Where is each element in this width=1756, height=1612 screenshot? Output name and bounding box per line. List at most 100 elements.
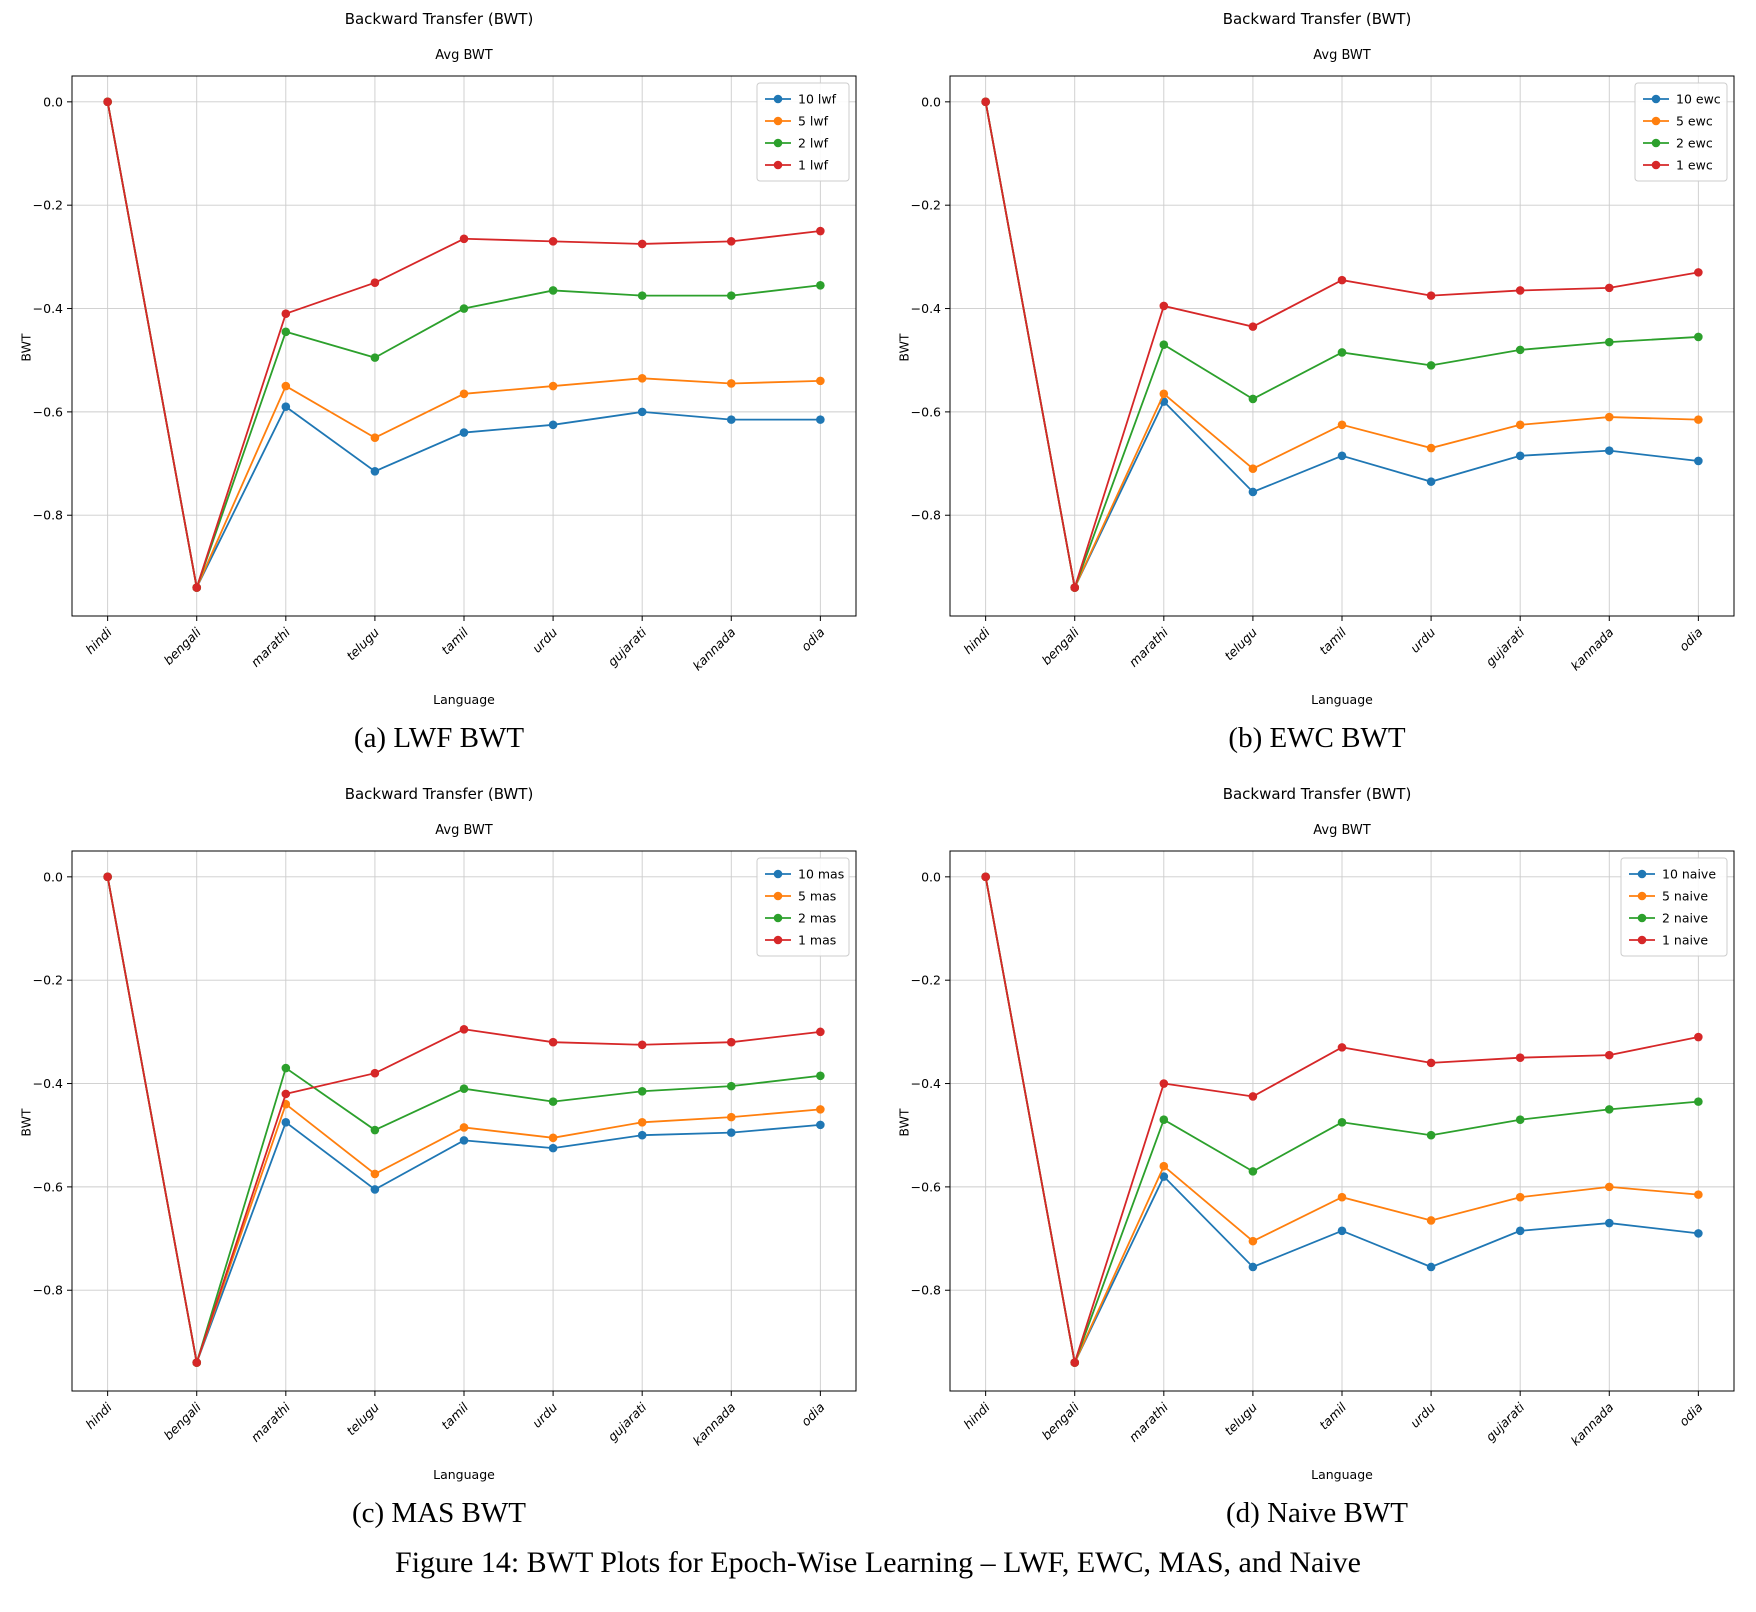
data-point: [1248, 1092, 1258, 1101]
data-point: [1515, 1226, 1525, 1236]
data-point: [1604, 337, 1614, 347]
data-point: [1426, 1058, 1436, 1068]
data-point: [370, 353, 380, 362]
series-5-mas: [103, 872, 825, 1367]
chart-cell-naive: 0.0 −0.2 −0.4 −0.6 −0.8 hindi bengali marathi te…: [878, 775, 1756, 1530]
y-tick-label: −0.6: [911, 404, 941, 419]
data-point: [1070, 1358, 1080, 1367]
legend-label: 5 naive: [1662, 889, 1708, 904]
y-tick-label: −0.8: [33, 1283, 63, 1298]
series-10-mas: [103, 872, 825, 1367]
x-tick-label: odia: [1676, 1400, 1705, 1429]
chart-cell-mas: 0.0 −0.2 −0.4 −0.6 −0.8 hindi bengali marathi te…: [0, 775, 878, 1530]
x-tick-label: odia: [798, 625, 827, 654]
subfigure-caption-b: (b) EWC BWT: [1228, 722, 1406, 754]
y-tick-label: 0.0: [921, 869, 941, 884]
data-point: [281, 327, 291, 337]
legend-label: 5 ewc: [1676, 114, 1713, 129]
data-point: [816, 415, 825, 424]
data-point: [281, 1117, 291, 1127]
x-axis-label: Language: [1311, 692, 1373, 707]
data-point: [1337, 420, 1347, 430]
data-point: [816, 280, 825, 290]
chart-title: Backward Transfer (BWT): [344, 10, 534, 28]
data-point: [103, 872, 112, 882]
chart-subtitle: Avg BWT: [1313, 823, 1371, 838]
y-tick-label: −0.8: [911, 508, 941, 523]
data-point: [1515, 286, 1525, 295]
x-tick-label: odia: [798, 1400, 827, 1429]
x-tick-label: hindi: [960, 1399, 993, 1432]
data-point: [637, 239, 647, 249]
data-point: [1604, 1182, 1614, 1192]
data-point: [816, 1120, 825, 1130]
y-tick-label: 0.0: [43, 94, 63, 109]
naive-bwt-plot: 0.0 −0.2 −0.4 −0.6 −0.8 hindi bengali marathi te…: [911, 850, 1735, 1448]
subfigure-caption-d: (d) Naive BWT: [1226, 1497, 1408, 1529]
chart-title: Backward Transfer (BWT): [344, 785, 534, 803]
y-tick-label: −0.8: [33, 508, 63, 523]
legend: 10 mas 5 mas 2 mas 1 mas: [756, 857, 850, 957]
y-tick-label: −0.4: [33, 1076, 63, 1091]
y-tick-label: 0.0: [921, 94, 941, 109]
x-tick-label: kannada: [1568, 625, 1617, 674]
data-point: [1337, 348, 1347, 357]
data-point: [548, 420, 558, 430]
y-tick-label: −0.6: [33, 404, 63, 419]
legend-label: 1 ewc: [1676, 158, 1713, 173]
y-tick-label: 0.0: [43, 869, 63, 884]
data-point: [459, 389, 469, 399]
x-tick-label: urdu: [1407, 1399, 1438, 1430]
data-point: [981, 872, 990, 882]
y-tick-label: −0.2: [33, 973, 63, 988]
legend-label: 10 ewc: [1676, 92, 1721, 107]
mas-bwt-plot: 0.0 −0.2 −0.4 −0.6 −0.8 hindi bengali marathi te…: [33, 850, 857, 1448]
chart-subtitle: Avg BWT: [435, 823, 493, 838]
x-tick-label: tamil: [1316, 1399, 1349, 1432]
x-tick-label: hindi: [82, 624, 115, 657]
grid: [72, 76, 856, 616]
data-point: [1248, 1167, 1258, 1176]
data-point: [1159, 1161, 1169, 1171]
series-1-mas: [103, 872, 825, 1367]
x-tick-label: telugu: [1221, 624, 1260, 663]
x-tick-label: tamil: [1316, 624, 1349, 657]
legend-label: 10 naive: [1662, 867, 1716, 882]
legend-label: 2 lwf: [798, 136, 829, 151]
data-point: [1248, 1262, 1258, 1272]
data-point: [1604, 1050, 1614, 1060]
data-point: [1159, 1115, 1169, 1125]
legend: 10 ewc 5 ewc 2 ewc 1 ewc: [1634, 82, 1728, 182]
data-point: [1337, 275, 1347, 285]
legend-label: 2 mas: [798, 911, 836, 926]
data-point: [637, 291, 647, 300]
data-point: [1515, 1053, 1525, 1062]
data-point: [281, 1089, 291, 1099]
data-point: [1248, 464, 1258, 474]
x-tick-label: marathi: [1126, 1399, 1172, 1445]
data-point: [192, 1358, 202, 1367]
data-point: [1248, 1236, 1258, 1246]
data-point: [370, 278, 380, 287]
data-point: [816, 1105, 825, 1114]
x-tick-label: tamil: [438, 624, 471, 657]
plot-border: [949, 850, 1735, 1392]
chart-cell-lwf: 0.0 −0.2 −0.4 −0.6 −0.8 hindi bengali marathi te…: [0, 0, 878, 755]
data-point: [1337, 1043, 1347, 1052]
data-point: [1426, 1216, 1436, 1225]
data-point: [548, 381, 558, 391]
legend-label: 2 naive: [1662, 911, 1708, 926]
data-point: [459, 428, 469, 437]
x-tick-label: gujarati: [1483, 1399, 1528, 1444]
x-tick-label: marathi: [248, 624, 294, 670]
x-tick-label: odia: [1676, 625, 1705, 654]
data-point: [1694, 268, 1703, 277]
data-point: [281, 309, 291, 319]
data-point: [1159, 301, 1169, 311]
data-point: [1337, 451, 1347, 461]
data-point: [370, 433, 380, 443]
legend: 10 naive 5 naive 2 naive 1 naive: [1620, 857, 1728, 957]
data-point: [1694, 456, 1703, 466]
data-point: [1070, 583, 1080, 592]
data-point: [1159, 389, 1169, 399]
